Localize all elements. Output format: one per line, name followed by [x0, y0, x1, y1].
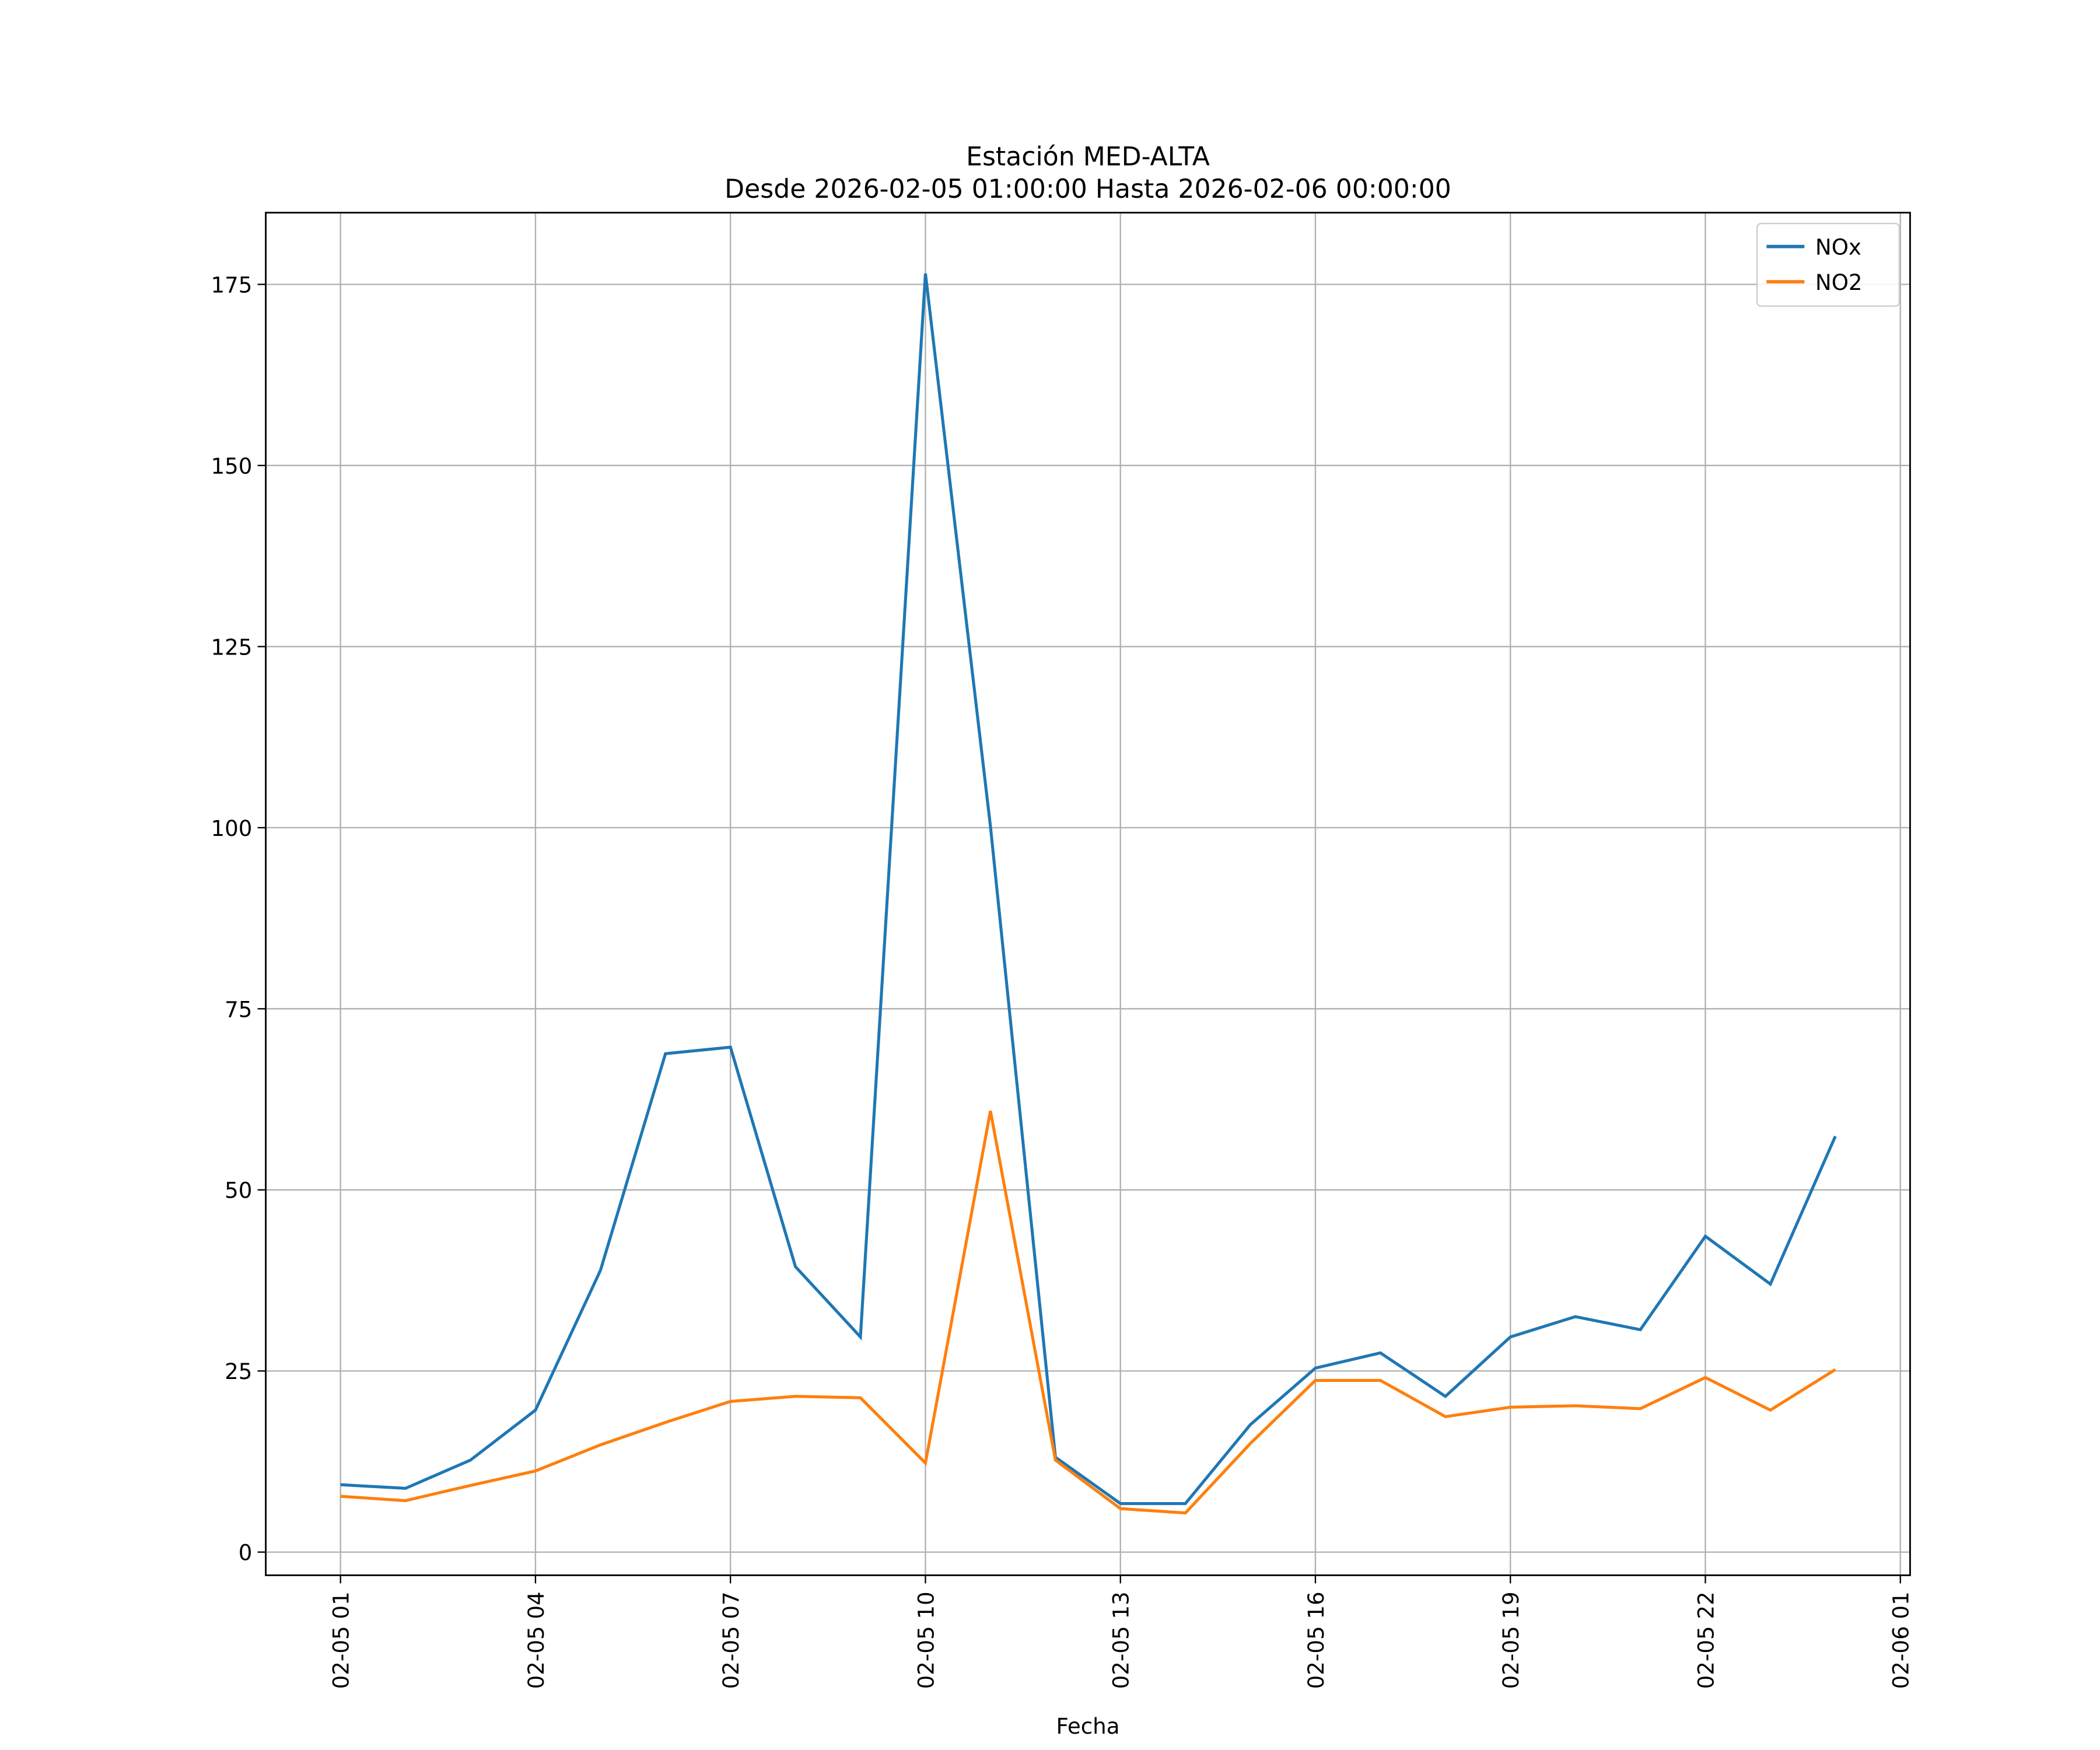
x-tick-label: 02-06 01	[1889, 1591, 1914, 1689]
x-axis: 02-05 01 02-05 04 02-05 07 02-05 10 02-05 13…	[329, 1575, 1914, 1689]
x-tick-label: 02-05 07	[719, 1591, 744, 1689]
x-tick-label: 02-05 10	[914, 1591, 939, 1689]
x-tick-label: 02-05 19	[1499, 1591, 1524, 1689]
x-axis-label: Fecha	[1056, 1714, 1120, 1739]
legend-label-no2: NO2	[1815, 270, 1863, 295]
y-tick-label: 75	[225, 997, 252, 1022]
x-tick-label: 02-05 04	[524, 1591, 549, 1689]
legend: NOx NO2	[1756, 222, 1901, 307]
x-tick-label: 02-05 13	[1109, 1591, 1134, 1689]
y-axis: 0 25 50 75 100 125 150 175	[211, 272, 266, 1566]
y-tick-label: 150	[211, 454, 252, 479]
chart-title: Estación MED-ALTA	[966, 142, 1210, 172]
chart-subtitle: Desde 2026-02-05 01:00:00 Hasta 2026-02-…	[724, 174, 1451, 204]
series-line-no2	[340, 1110, 1836, 1515]
legend-frame	[1756, 222, 1901, 307]
series-lines	[340, 273, 1837, 1515]
x-tick-label: 02-05 16	[1304, 1591, 1329, 1689]
x-tick-label: 02-05 22	[1693, 1591, 1718, 1689]
y-tick-label: 0	[239, 1541, 253, 1566]
series-line-nox	[340, 273, 1837, 1506]
y-tick-label: 175	[211, 272, 252, 298]
y-tick-label: 100	[211, 816, 252, 841]
grid	[265, 212, 1910, 1576]
y-tick-label: 25	[225, 1359, 252, 1384]
x-tick-label: 02-05 01	[329, 1591, 354, 1689]
y-tick-label: 125	[211, 635, 252, 660]
plot-frame	[265, 212, 1911, 1576]
y-tick-label: 50	[225, 1178, 252, 1203]
legend-label-nox: NOx	[1815, 235, 1861, 260]
